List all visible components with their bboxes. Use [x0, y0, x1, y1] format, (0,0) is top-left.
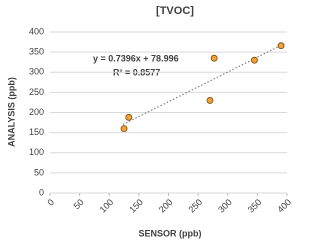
x-tick-label: 250 [187, 197, 205, 215]
y-tick-label: 150 [29, 127, 44, 137]
y-tick-label: 300 [29, 67, 44, 77]
point [277, 42, 285, 50]
x-tick-label: 400 [275, 197, 293, 215]
y-tick-label: 250 [29, 87, 44, 97]
y-tick-label: 50 [34, 167, 44, 177]
x-tick-label: 100 [98, 197, 116, 215]
x-tick-label: 200 [157, 197, 175, 215]
chart-title: [TVOC] [156, 5, 194, 17]
y-axis-title: ANALYSIS (ppb) [6, 77, 16, 147]
y-tick-label: 400 [29, 26, 44, 36]
x-tick-label: 300 [216, 197, 234, 215]
chart: [TVOC] SENSOR (ppb) ANALYSIS (ppb) y = 0… [6, 5, 293, 238]
point [125, 113, 133, 121]
point [120, 125, 128, 133]
trend-equation: y = 0.7396x + 78.996 [93, 53, 179, 63]
y-tick-label: 200 [29, 107, 44, 117]
y-tick-label: 0 [39, 187, 44, 197]
x-axis-title: SENSOR (ppb) [139, 228, 202, 238]
y-tick-label: 350 [29, 47, 44, 57]
point [251, 56, 258, 64]
y-tick-label: 100 [29, 147, 44, 157]
x-tick-label: 150 [127, 197, 145, 215]
x-tick-label: 0 [45, 197, 56, 208]
x-tick-label: 350 [246, 197, 264, 215]
point [210, 54, 218, 62]
x-tick-label: 50 [72, 197, 86, 211]
point [206, 97, 214, 104]
